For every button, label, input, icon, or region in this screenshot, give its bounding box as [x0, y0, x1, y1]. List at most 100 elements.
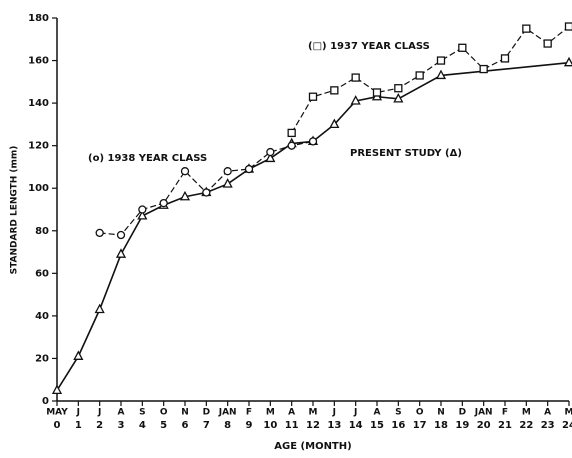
- x-tick-label: 14: [349, 420, 363, 431]
- circle-marker: [223, 167, 232, 176]
- x-tick-label: 11: [285, 420, 299, 431]
- square-marker: [415, 71, 424, 80]
- square-marker: [436, 56, 446, 65]
- x-month-label: N: [437, 408, 445, 418]
- y-tick-label: 0: [42, 396, 49, 407]
- x-tick-label: 4: [139, 420, 146, 431]
- square-marker: [394, 84, 403, 93]
- y-tick-label: 100: [28, 183, 49, 194]
- y-axis-label: STANDARD LENGTH (mm): [10, 146, 20, 275]
- x-month-label: M: [266, 408, 275, 418]
- x-tick-label: 2: [96, 420, 103, 431]
- x-month-label: M: [565, 408, 572, 418]
- x-month-label: S: [139, 408, 145, 418]
- x-month-label: M: [309, 408, 318, 418]
- x-tick-label: 1: [75, 420, 82, 431]
- x-tick-label: 5: [160, 420, 167, 431]
- x-tick-label: 10: [263, 420, 277, 431]
- x-month-label: A: [374, 408, 381, 418]
- x-tick-label: 22: [519, 420, 533, 431]
- y-tick-label: 140: [28, 98, 49, 109]
- y-tick-label: 40: [35, 311, 49, 322]
- triangle-marker: [435, 69, 447, 80]
- circle-marker: [116, 230, 126, 240]
- x-tick-label: 21: [498, 420, 512, 431]
- x-tick-label: 20: [477, 420, 491, 431]
- circle-marker: [202, 188, 211, 197]
- square-marker: [479, 64, 488, 74]
- square-marker: [543, 39, 552, 48]
- square-marker: [458, 43, 467, 52]
- x-month-label: D: [203, 408, 210, 418]
- triangle-marker: [563, 56, 572, 67]
- x-tick-label: 24: [562, 420, 572, 431]
- x-month-label: JAN: [474, 408, 493, 418]
- x-month-label: A: [288, 408, 295, 418]
- triangle-marker: [115, 248, 127, 258]
- triangle-marker: [73, 350, 84, 360]
- x-tick-label: 19: [455, 420, 469, 431]
- x-tick-label: 15: [370, 420, 384, 431]
- x-month-label: J: [76, 408, 80, 418]
- y-tick-label: 80: [35, 226, 49, 237]
- x-tick-label: 6: [182, 420, 189, 431]
- triangle-marker: [329, 118, 340, 129]
- x-axis-label: AGE (MONTH): [274, 441, 351, 452]
- circle-marker: [287, 141, 296, 150]
- circle-marker: [244, 164, 254, 174]
- x-tick-label: 9: [246, 420, 253, 431]
- x-month-label: F: [502, 408, 508, 418]
- triangle-marker: [222, 178, 233, 188]
- triangle-marker: [137, 210, 148, 220]
- square-marker: [500, 54, 510, 63]
- square-marker: [287, 128, 296, 138]
- x-month-label: J: [97, 408, 101, 418]
- x-tick-label: 18: [434, 420, 448, 431]
- x-month-label: S: [395, 408, 401, 418]
- x-month-label: A: [544, 408, 551, 418]
- x-tick-label: 3: [118, 420, 125, 431]
- x-tick-label: 0: [54, 420, 61, 431]
- triangle-marker: [265, 152, 276, 163]
- series-label: PRESENT STUDY (Δ): [350, 148, 462, 159]
- circle-marker: [266, 147, 275, 157]
- triangle-marker: [51, 384, 63, 395]
- triangle-marker: [393, 92, 404, 103]
- circle-marker: [95, 228, 104, 238]
- y-tick-label: 120: [28, 141, 49, 152]
- square-marker: [308, 92, 318, 101]
- y-tick-label: 60: [35, 268, 49, 279]
- triangle-marker: [94, 303, 105, 314]
- x-tick-label: 8: [224, 420, 231, 431]
- series-line: [56, 61, 570, 391]
- series-label: (□) 1937 YEAR CLASS: [308, 41, 430, 52]
- square-marker: [564, 22, 572, 31]
- circle-marker: [308, 137, 318, 146]
- x-month-label: O: [160, 408, 168, 418]
- x-tick-label: 13: [327, 420, 341, 431]
- x-month-label: A: [118, 408, 125, 418]
- square-marker: [522, 24, 531, 33]
- triangle-marker: [179, 190, 191, 201]
- circle-marker: [159, 198, 168, 208]
- square-marker: [351, 73, 360, 82]
- x-tick-label: 7: [203, 420, 210, 431]
- y-tick-label: 160: [28, 56, 49, 67]
- square-marker: [330, 86, 339, 95]
- x-tick-label: 23: [541, 420, 555, 431]
- y-tick-label: 20: [35, 353, 49, 364]
- x-month-label: M: [522, 408, 531, 418]
- x-tick-label: 12: [306, 420, 320, 431]
- x-month-label: F: [246, 408, 252, 418]
- x-month-label: N: [181, 408, 189, 418]
- triangle-marker: [350, 95, 361, 105]
- x-month-label: MAY: [46, 408, 68, 418]
- x-month-label: D: [459, 408, 466, 418]
- circle-marker: [180, 167, 190, 176]
- x-month-label: J: [332, 408, 336, 418]
- x-month-label: J: [353, 408, 357, 418]
- y-tick-label: 180: [28, 13, 49, 24]
- x-month-label: JAN: [218, 408, 237, 418]
- circle-marker: [138, 205, 147, 214]
